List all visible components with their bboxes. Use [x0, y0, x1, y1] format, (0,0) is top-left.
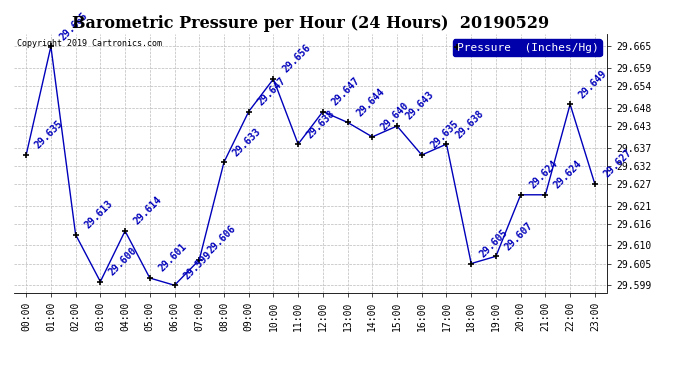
Pressure  (Inches/Hg): [220, 160, 228, 165]
Text: 29.607: 29.607: [503, 220, 535, 252]
Pressure  (Inches/Hg): [344, 120, 352, 124]
Text: 29.633: 29.633: [231, 126, 263, 158]
Text: 29.605: 29.605: [478, 227, 510, 260]
Text: 29.614: 29.614: [132, 195, 164, 227]
Pressure  (Inches/Hg): [269, 77, 277, 81]
Pressure  (Inches/Hg): [121, 229, 129, 233]
Pressure  (Inches/Hg): [467, 261, 475, 266]
Text: 29.635: 29.635: [33, 119, 65, 151]
Text: 29.600: 29.600: [107, 246, 139, 278]
Pressure  (Inches/Hg): [541, 192, 549, 197]
Pressure  (Inches/Hg): [72, 232, 80, 237]
Line: Pressure  (Inches/Hg): Pressure (Inches/Hg): [23, 44, 598, 288]
Pressure  (Inches/Hg): [492, 254, 500, 258]
Text: 29.624: 29.624: [552, 159, 584, 190]
Text: 29.599: 29.599: [181, 249, 213, 281]
Pressure  (Inches/Hg): [319, 109, 327, 114]
Pressure  (Inches/Hg): [47, 44, 55, 49]
Pressure  (Inches/Hg): [294, 142, 302, 146]
Pressure  (Inches/Hg): [591, 182, 599, 186]
Legend: Pressure  (Inches/Hg): Pressure (Inches/Hg): [453, 39, 602, 56]
Text: 29.656: 29.656: [280, 43, 313, 75]
Pressure  (Inches/Hg): [22, 153, 30, 157]
Pressure  (Inches/Hg): [368, 135, 377, 139]
Text: 29.640: 29.640: [380, 101, 411, 133]
Pressure  (Inches/Hg): [517, 192, 525, 197]
Text: 29.627: 29.627: [602, 148, 634, 180]
Text: 29.643: 29.643: [404, 90, 436, 122]
Pressure  (Inches/Hg): [393, 124, 401, 128]
Pressure  (Inches/Hg): [442, 142, 451, 146]
Text: Copyright 2019 Cartronics.com: Copyright 2019 Cartronics.com: [17, 39, 161, 48]
Text: 29.613: 29.613: [83, 198, 115, 230]
Text: 29.649: 29.649: [577, 68, 609, 100]
Text: 29.665: 29.665: [58, 10, 90, 42]
Text: 29.624: 29.624: [528, 159, 560, 190]
Pressure  (Inches/Hg): [146, 276, 154, 280]
Pressure  (Inches/Hg): [96, 279, 104, 284]
Text: 29.638: 29.638: [453, 108, 486, 140]
Text: 29.638: 29.638: [305, 108, 337, 140]
Text: 29.647: 29.647: [330, 75, 362, 107]
Pressure  (Inches/Hg): [195, 258, 204, 262]
Pressure  (Inches/Hg): [170, 283, 179, 288]
Title: Barometric Pressure per Hour (24 Hours)  20190529: Barometric Pressure per Hour (24 Hours) …: [72, 15, 549, 32]
Text: 29.606: 29.606: [206, 224, 238, 256]
Text: 29.601: 29.601: [157, 242, 189, 274]
Text: 29.644: 29.644: [355, 86, 386, 118]
Text: 29.635: 29.635: [428, 119, 461, 151]
Pressure  (Inches/Hg): [566, 102, 574, 106]
Text: 29.647: 29.647: [255, 75, 288, 107]
Pressure  (Inches/Hg): [417, 153, 426, 157]
Pressure  (Inches/Hg): [244, 109, 253, 114]
